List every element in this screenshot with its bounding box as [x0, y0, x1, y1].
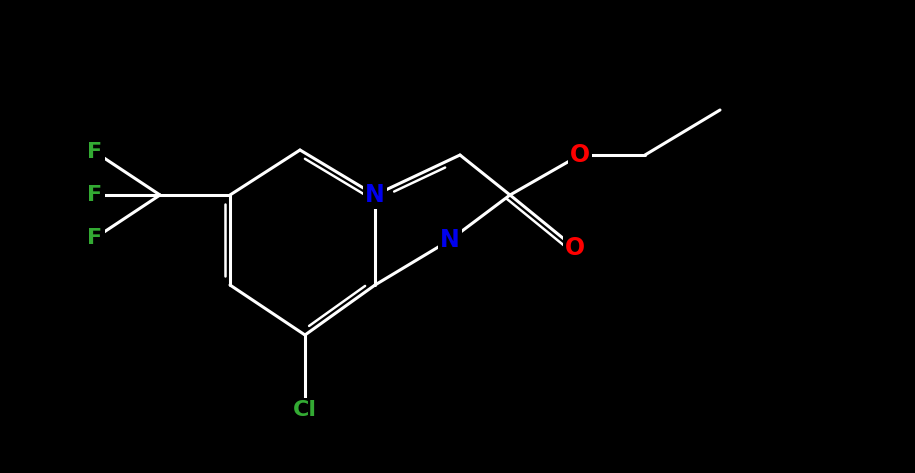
Text: F: F — [88, 185, 102, 205]
Text: O: O — [570, 143, 590, 167]
Text: O: O — [565, 236, 585, 260]
Text: F: F — [88, 228, 102, 248]
Text: F: F — [88, 142, 102, 162]
Text: Cl: Cl — [293, 400, 317, 420]
Text: N: N — [365, 183, 385, 207]
Text: N: N — [440, 228, 460, 252]
